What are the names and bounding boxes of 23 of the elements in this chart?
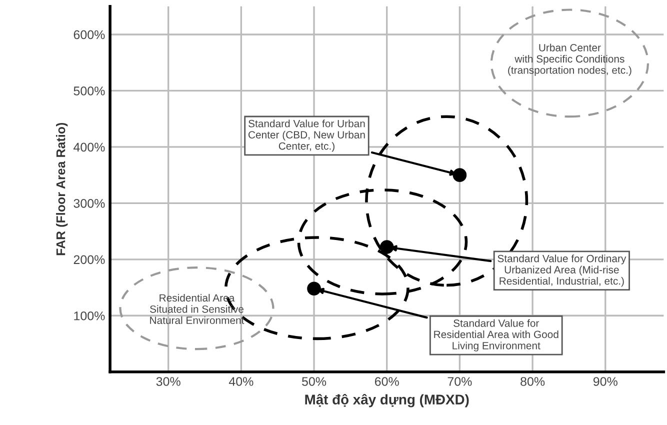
- y-tick-label: 400%: [74, 142, 105, 152]
- annotation: Standard Value for Ordinary Urbanized Area (Mid-rise Residential, Industrial, etc.): [498, 254, 626, 287]
- point: [307, 282, 321, 296]
- y-axis-title: FAR (Floor Area Ratio): [56, 122, 68, 256]
- y-tick-label: 200%: [74, 255, 105, 264]
- x-tick-label: 90%: [593, 377, 618, 386]
- x-tick-label: 80%: [520, 377, 545, 386]
- annotation: Standard Value for Urban Center (CBD, New Urban Center, etc.): [248, 120, 365, 152]
- x-tick-label: 50%: [302, 377, 326, 386]
- y-tick-label: 100%: [74, 311, 105, 320]
- y-tick-label: 600%: [74, 30, 105, 40]
- x-tick-label: 70%: [448, 377, 472, 386]
- point: [452, 168, 467, 182]
- x-axis-title: Mật độ xây dựng (MĐXD): [305, 394, 469, 408]
- y-tick-label: 300%: [74, 198, 105, 208]
- x-tick-label: 40%: [228, 377, 254, 386]
- annotation: Residential Area Situated in Sensitive Natural Environment: [150, 294, 244, 324]
- annotation: Urban Center with Specific Conditions (transportation nodes, etc.): [508, 44, 632, 76]
- x-tick-label: 30%: [156, 377, 180, 386]
- y-tick-label: 500%: [74, 86, 105, 96]
- annotation: Standard Value for Residential Area with Good Living Environment: [434, 319, 558, 352]
- point: [380, 240, 394, 254]
- x-tick-label: 60%: [374, 377, 399, 386]
